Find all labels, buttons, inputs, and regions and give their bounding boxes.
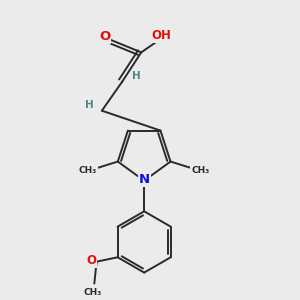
Text: CH₃: CH₃ <box>79 166 97 175</box>
Text: O: O <box>99 30 110 43</box>
Text: CH₃: CH₃ <box>191 166 209 175</box>
Text: N: N <box>139 173 150 186</box>
Text: CH₃: CH₃ <box>84 288 102 297</box>
Text: H: H <box>85 100 94 110</box>
Text: O: O <box>86 254 96 267</box>
Text: H: H <box>133 71 141 81</box>
Text: OH: OH <box>152 29 172 42</box>
